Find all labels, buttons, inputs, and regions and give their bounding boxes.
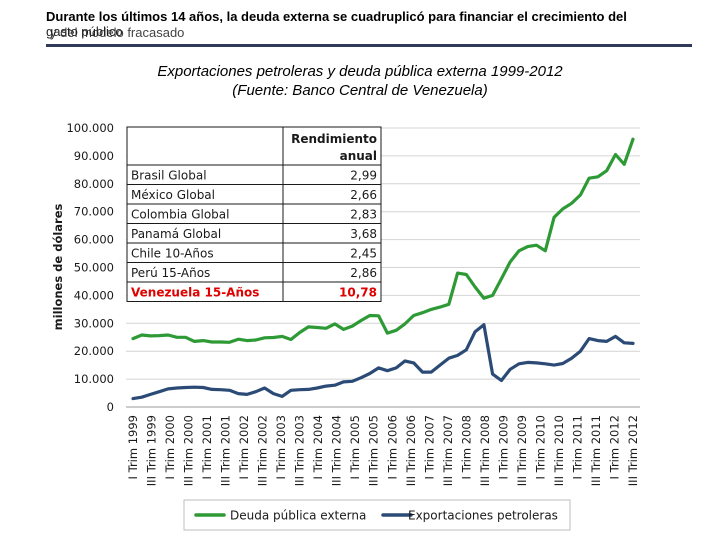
table-row-value: 10,78 [339, 286, 377, 300]
y-tick-label: 0 [107, 400, 114, 414]
slide-header: Durante los últimos 14 años, la deuda ex… [46, 9, 676, 40]
table-row-value: 2,99 [350, 169, 377, 183]
x-tick-label: III Trim 2010 [552, 415, 566, 486]
x-tick-label: I Trim 2011 [570, 415, 584, 479]
x-tick-label: I Trim 2010 [533, 415, 547, 479]
x-tick-label: I Trim 2005 [348, 415, 362, 479]
series-line [131, 137, 635, 344]
x-tick-label: III Trim 2002 [256, 415, 270, 486]
x-tick-label: I Trim 2001 [200, 415, 214, 479]
table-row-name: Brasil Global [131, 169, 207, 183]
x-tick-label: III Trim 2009 [515, 415, 529, 486]
table-row-name: Panamá Global [131, 227, 221, 241]
y-tick-label: 30.000 [74, 316, 114, 330]
table-background [127, 127, 381, 302]
x-tick-label: III Trim 2011 [589, 415, 603, 486]
chart-subtitle: (Fuente: Banco Central de Venezuela) [232, 82, 488, 99]
y-tick-label: 90.000 [74, 149, 114, 163]
table-header-line-1: Rendimiento [291, 132, 377, 146]
y-tick-label: 50.000 [74, 261, 114, 275]
table-row-name: México Global [131, 188, 215, 202]
table-row-name: Venezuela 15-Años [131, 286, 259, 300]
table-row-name: Colombia Global [131, 208, 229, 222]
chart-series [131, 137, 635, 401]
yield-table: Rendimiento anual Brasil Global 2,99 México … [126, 126, 382, 302]
x-tick-label: I Trim 2007 [422, 415, 436, 479]
x-tick-label: I Trim 2008 [459, 415, 473, 479]
y-tick-label: 20.000 [74, 344, 114, 358]
x-tick-label: I Trim 2012 [607, 415, 621, 479]
x-tick-label: III Trim 2003 [293, 415, 307, 486]
x-tick-label: III Trim 2012 [626, 415, 640, 486]
x-tick-label: I Trim 2009 [496, 415, 510, 479]
y-tick-label: 80.000 [74, 177, 114, 191]
table-row-value: 2,66 [350, 188, 377, 202]
chart-title: Exportaciones petroleras y deuda pública… [157, 63, 563, 80]
x-tick-label: I Trim 2000 [163, 415, 177, 479]
x-tick-label: III Trim 2007 [441, 415, 455, 486]
chart-legend: Deuda pública externa Exportaciones petro… [183, 499, 571, 531]
table-row-name: Chile 10-Años [131, 247, 214, 261]
legend-label: Exportaciones petroleras [408, 509, 558, 523]
y-tick-label: 100.000 [66, 121, 114, 135]
legend-label: Deuda pública externa [230, 509, 366, 523]
y-tick-label: 70.000 [74, 205, 114, 219]
table-row-name: Perú 15-Años [131, 266, 210, 280]
x-tick-label: III Trim 2008 [478, 415, 492, 486]
slide-title: Durante los últimos 14 años, la deuda ex… [46, 9, 627, 24]
table-row-value: 2,83 [350, 208, 377, 222]
table-row-value: 2,45 [350, 247, 377, 261]
x-tick-label: I Trim 2006 [385, 415, 399, 479]
x-tick-label: III Trim 2001 [219, 415, 233, 486]
x-tick-label: III Trim 2004 [330, 415, 344, 486]
y-axis-label: millones de dólares [51, 203, 65, 330]
table-header-line-2: anual [340, 149, 377, 163]
x-tick-label: I Trim 2002 [237, 415, 251, 479]
x-tick-label: III Trim 2005 [367, 415, 381, 486]
table-row-value: 2,86 [350, 266, 377, 280]
series-line [131, 323, 635, 401]
x-tick-label: III Trim 2000 [182, 415, 196, 486]
y-tick-label: 60.000 [74, 233, 114, 247]
x-axis-ticks: I Trim 1999 III Trim 1999 I Trim 2000 III T… [126, 415, 640, 486]
x-tick-label: III Trim 2006 [404, 415, 418, 486]
legend-box [183, 499, 571, 531]
y-tick-label: 40.000 [74, 288, 114, 302]
y-axis-ticks: 0 10.000 20.000 30.000 40.000 50.000 60.000 70.… [66, 121, 114, 414]
subtitle-part-a: gasto público [46, 24, 123, 39]
header-divider [46, 44, 692, 47]
x-tick-label: I Trim 2003 [274, 415, 288, 479]
table-row-value: 3,68 [350, 227, 377, 241]
x-tick-label: I Trim 1999 [126, 415, 140, 479]
subtitle-part-b: y del modelo fracasado [50, 25, 185, 40]
x-tick-label: III Trim 1999 [145, 415, 159, 486]
x-tick-label: I Trim 2004 [311, 415, 325, 479]
y-tick-label: 10.000 [74, 372, 114, 386]
